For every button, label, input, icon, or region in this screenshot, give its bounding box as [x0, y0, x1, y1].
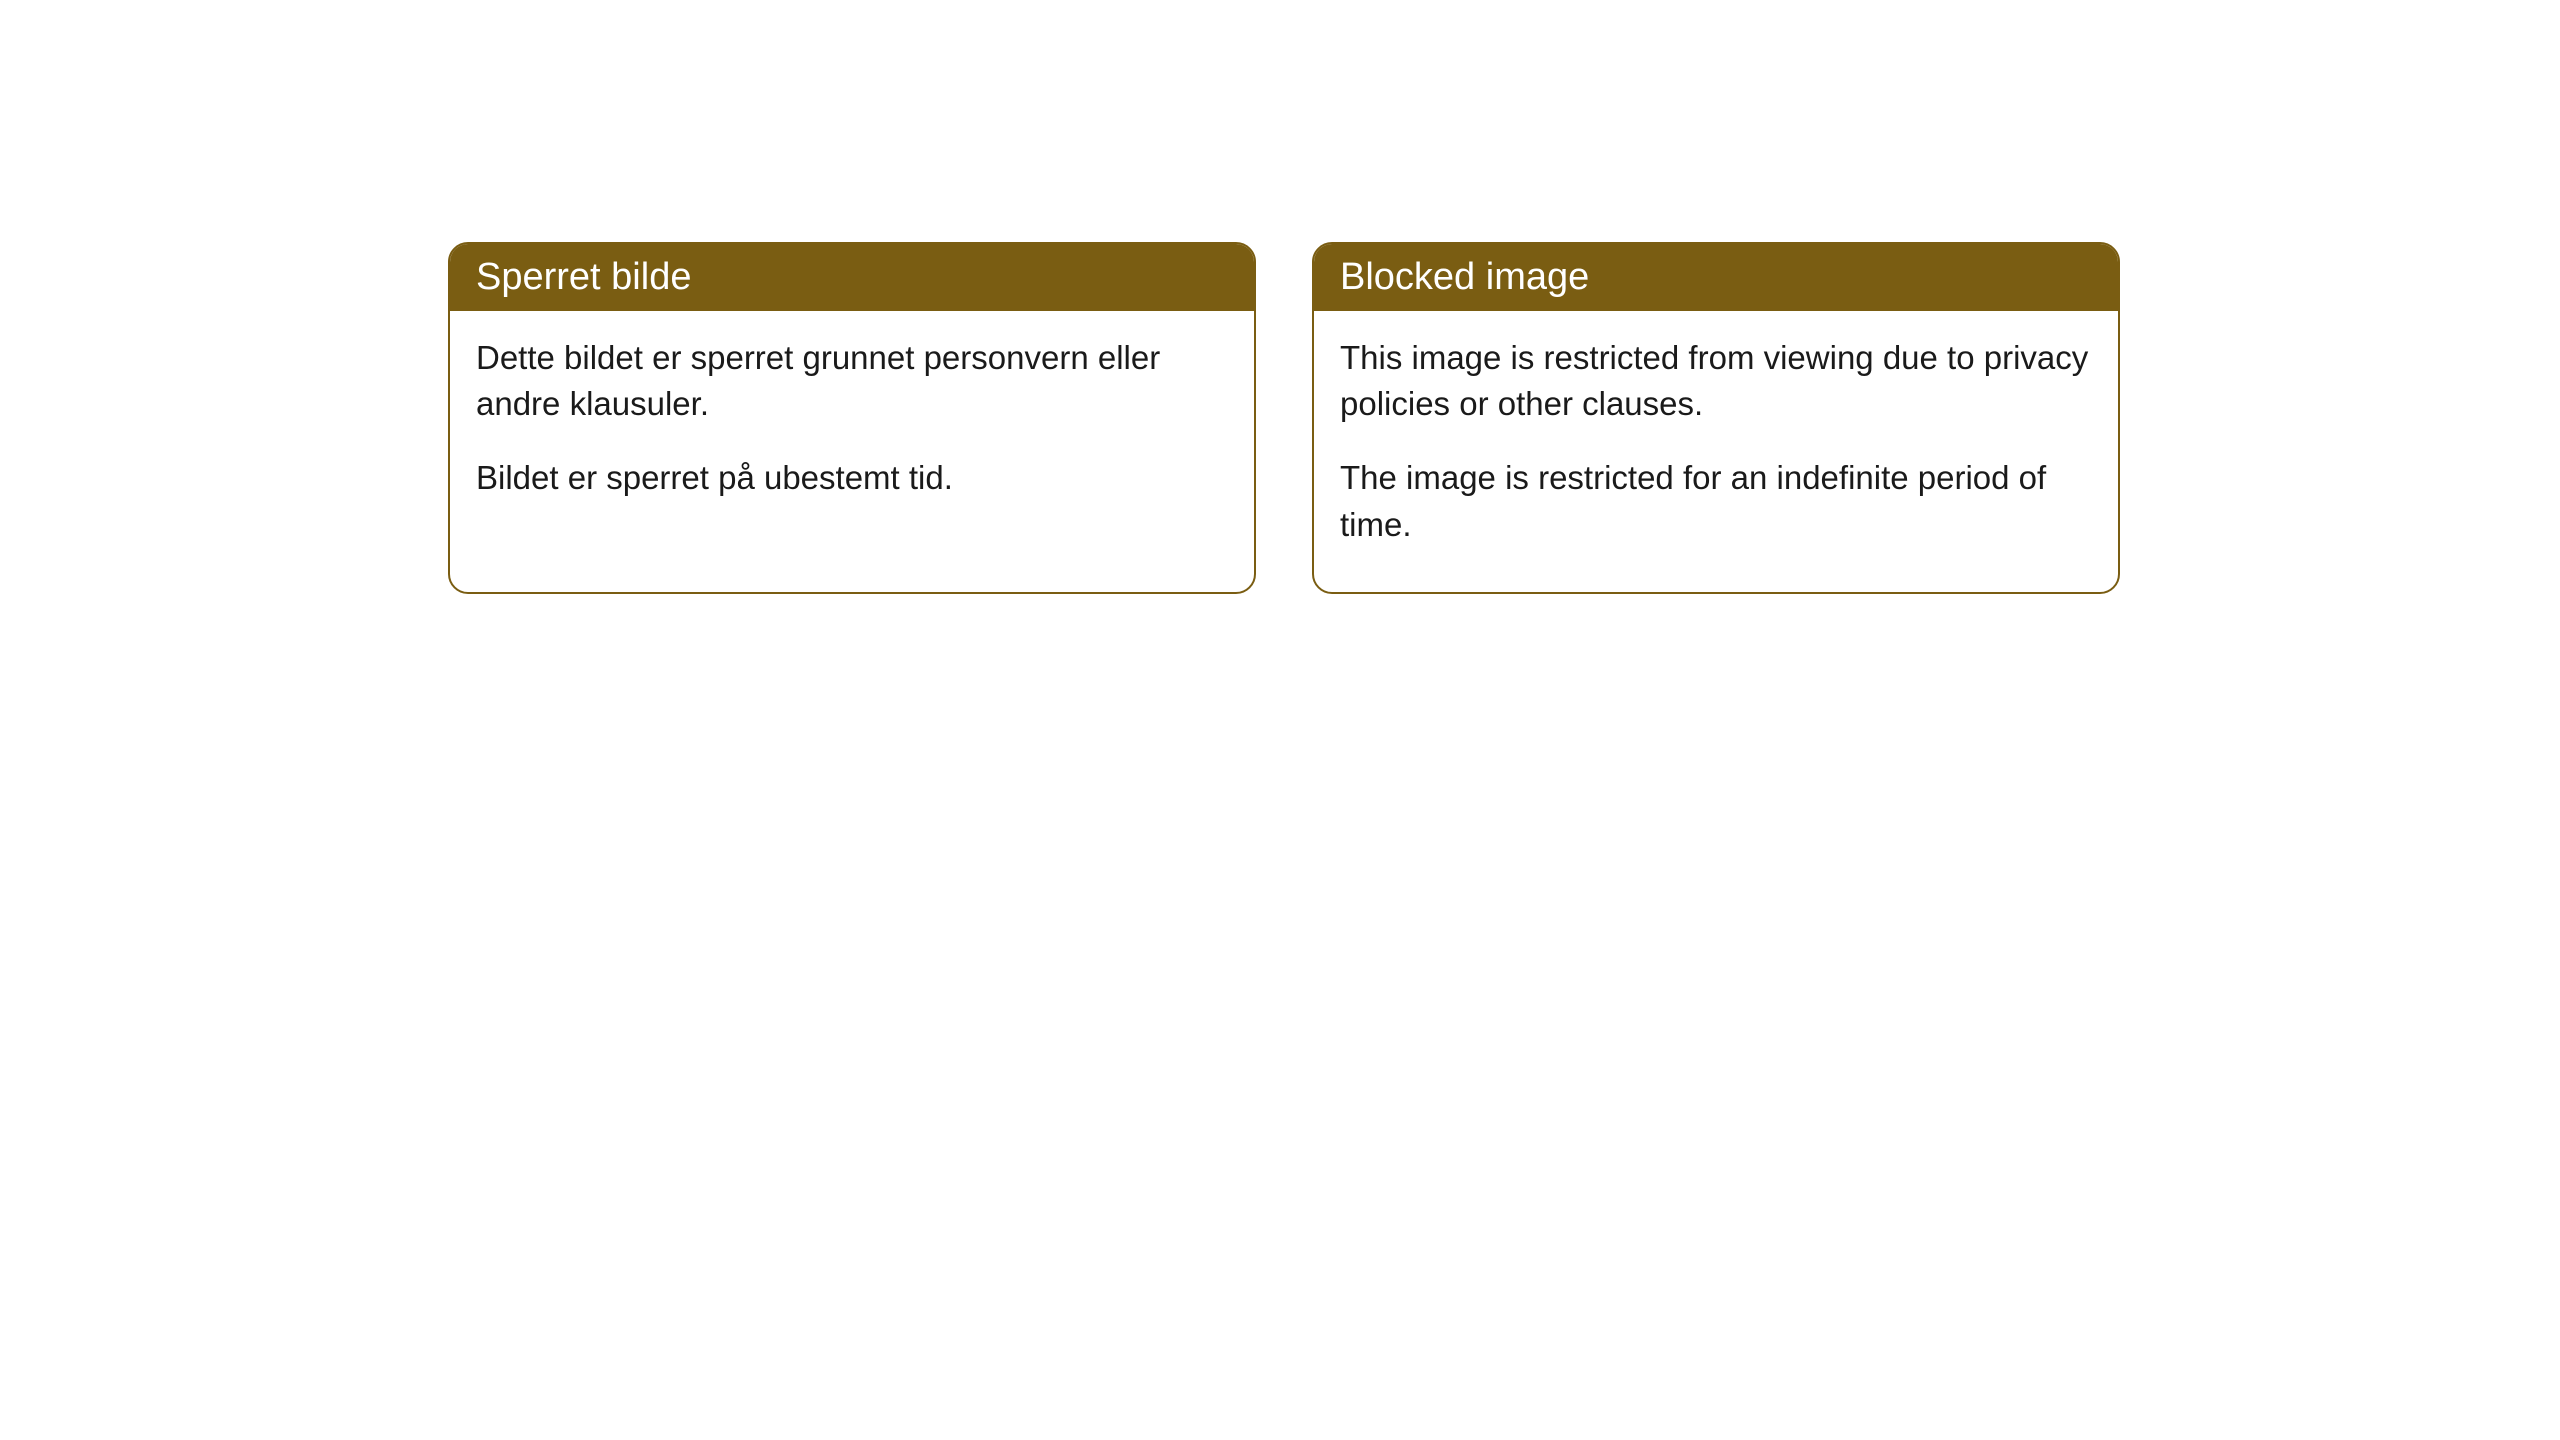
notice-cards-container: Sperret bilde Dette bildet er sperret gr… [448, 242, 2120, 594]
card-title: Blocked image [1340, 256, 1589, 298]
card-paragraph: The image is restricted for an indefinit… [1340, 455, 2092, 547]
card-body: Dette bildet er sperret grunnet personve… [450, 311, 1254, 546]
card-paragraph: This image is restricted from viewing du… [1340, 335, 2092, 427]
card-title: Sperret bilde [476, 256, 691, 298]
card-paragraph: Dette bildet er sperret grunnet personve… [476, 335, 1228, 427]
card-header: Sperret bilde [450, 244, 1254, 311]
notice-card-english: Blocked image This image is restricted f… [1312, 242, 2120, 594]
notice-card-norwegian: Sperret bilde Dette bildet er sperret gr… [448, 242, 1256, 594]
card-paragraph: Bildet er sperret på ubestemt tid. [476, 455, 1228, 501]
card-header: Blocked image [1314, 244, 2118, 311]
card-body: This image is restricted from viewing du… [1314, 311, 2118, 592]
